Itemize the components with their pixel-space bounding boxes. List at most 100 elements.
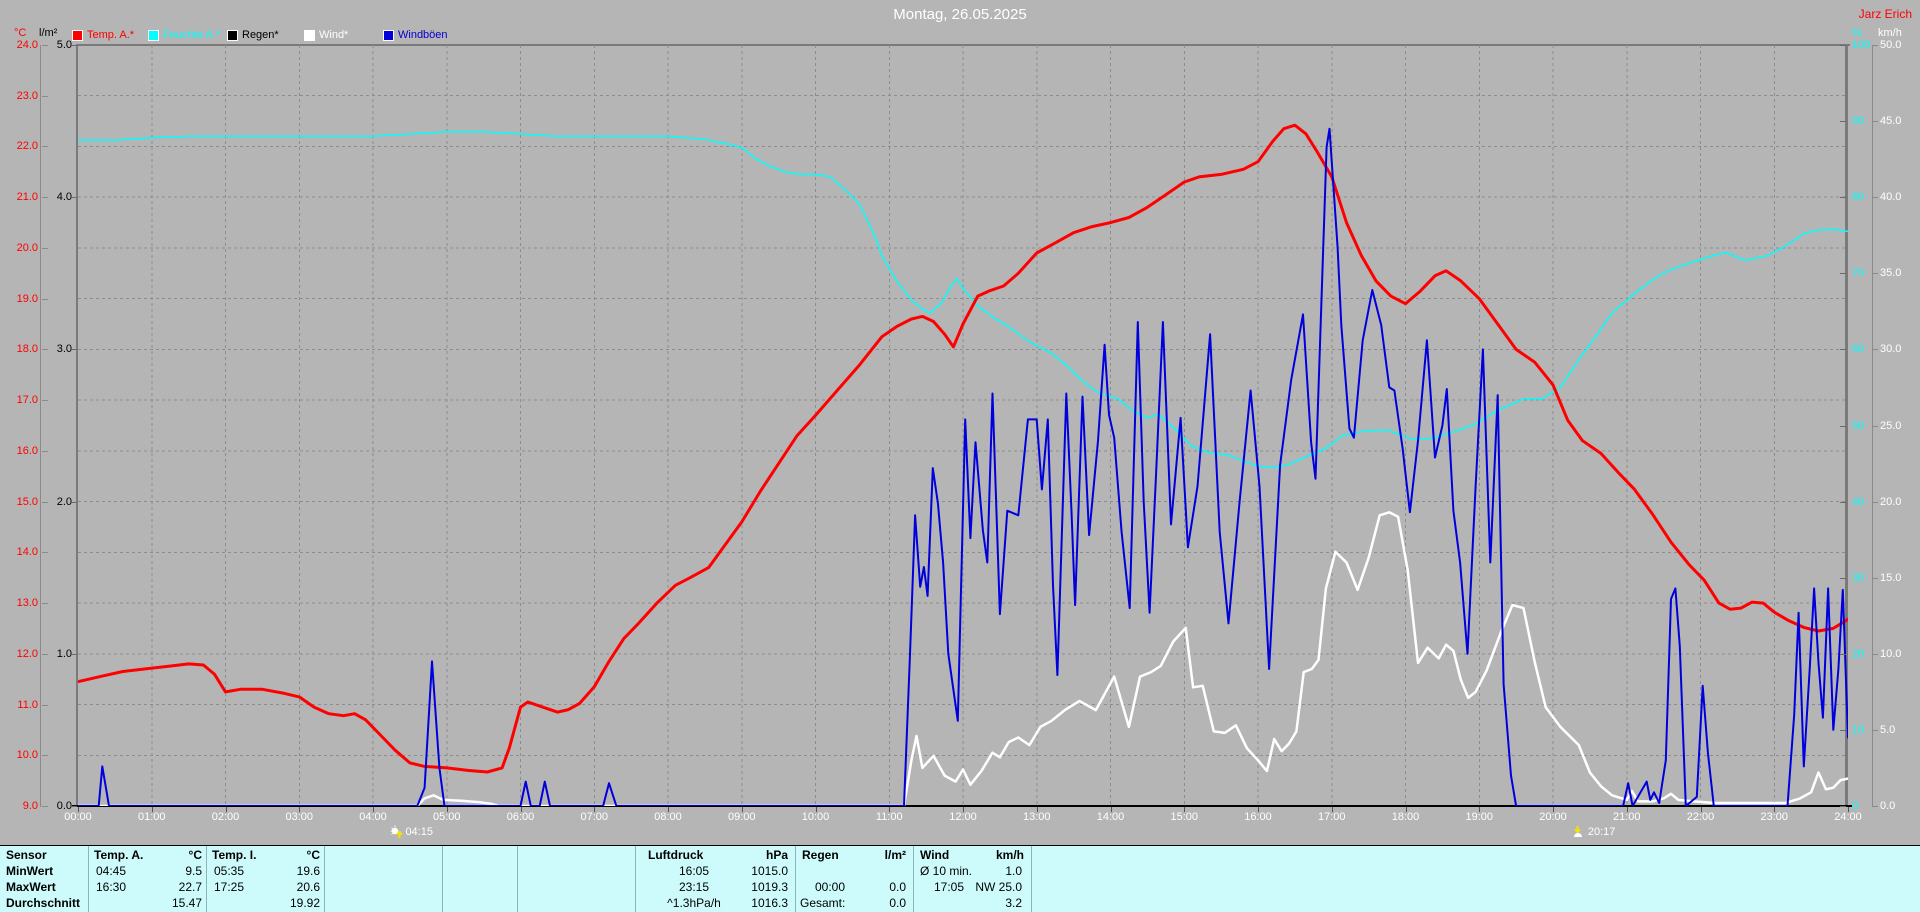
temp-axis-tick: 18.0 — [16, 343, 38, 356]
sunrise-time: 04:15 — [405, 826, 433, 838]
humidity-axis-tick: 20 — [1852, 647, 1865, 660]
table-cell: 05:35 — [214, 864, 245, 878]
humidity-axis-tickmark — [1840, 729, 1846, 731]
x-axis-tickmark — [1626, 807, 1628, 812]
x-axis-tick: 21:00 — [1612, 811, 1641, 823]
x-axis-tick: 03:00 — [285, 811, 314, 823]
wind-axis-tickmark — [1872, 577, 1878, 579]
temp-axis-tickmark — [42, 95, 48, 97]
page-title: Montag, 26.05.2025 — [893, 6, 1027, 23]
x-axis-tickmark — [446, 807, 448, 812]
table-divider — [1031, 846, 1032, 912]
wind-axis-tickmark — [1872, 425, 1878, 427]
temp-axis-tick: 15.0 — [16, 495, 38, 508]
wind-axis-tick: 45.0 — [1880, 115, 1902, 128]
wind-axis-tick: 10.0 — [1880, 647, 1902, 660]
table-col-header: Wind — [920, 848, 950, 862]
table-row-label: MaxWert — [6, 880, 56, 894]
x-axis-tickmark — [1479, 807, 1481, 812]
rain-axis-tickmark — [72, 197, 77, 199]
temp-axis-tick: 19.0 — [16, 292, 38, 305]
table-col-unit: hPa — [765, 848, 788, 862]
x-axis-tick: 07:00 — [580, 811, 609, 823]
table-cell: 16:05 — [678, 864, 710, 878]
x-axis-tickmark — [1184, 807, 1186, 812]
x-axis-tickmark — [1553, 807, 1554, 812]
rain-axis-tick: 2.0 — [56, 495, 72, 508]
legend-item-windböen[interactable]: Windböen — [383, 28, 448, 42]
legend-swatch-icon — [383, 29, 394, 41]
x-axis-tick: 06:00 — [506, 811, 535, 823]
wind-axis-tick: 35.0 — [1880, 267, 1902, 280]
wind-axis-tickmark — [1872, 806, 1878, 807]
series-windböen — [78, 127, 1848, 806]
table-col-unit: l/m² — [884, 848, 906, 862]
x-axis-tick: 16:00 — [1244, 811, 1272, 823]
humidity-axis-tickmark — [1840, 349, 1846, 351]
series-wind — [78, 511, 1848, 806]
rain-axis-tickmark — [72, 653, 77, 655]
table-cell: ^1.3hPa/h — [667, 896, 721, 910]
temp-axis-tick: 11.0 — [17, 698, 38, 711]
temp-axis-tick: 16.0 — [16, 444, 38, 457]
table-cell: 04:45 — [96, 864, 127, 878]
x-axis-tick: 02:00 — [211, 811, 240, 823]
legend-swatch-icon — [72, 29, 83, 41]
temp-axis-tickmark — [42, 197, 48, 199]
x-axis-tickmark — [1700, 807, 1702, 812]
x-axis-tickmark — [815, 807, 817, 812]
wind-axis-tickmark — [1872, 45, 1878, 46]
rain-axis-unit: l/m² — [39, 27, 58, 39]
rain-axis-tick: 4.0 — [56, 191, 72, 204]
humidity-axis-tick: 60 — [1852, 343, 1865, 356]
x-axis-tick: 18:00 — [1391, 811, 1420, 823]
station-name: Jarz Erich — [1858, 7, 1912, 21]
rain-axis-tickmark — [72, 45, 77, 46]
table-cell: Ø 10 min. — [920, 864, 973, 878]
series-feuchtea — [78, 131, 1848, 469]
table-cell: 19.6 — [296, 864, 320, 878]
x-axis-tick: 00:00 — [64, 811, 92, 823]
x-axis-tick: 08:00 — [654, 811, 682, 823]
table-col-header: Luftdruck — [648, 848, 704, 862]
chart-gridlines — [78, 45, 1848, 806]
table-cell: 3.2 — [1005, 896, 1022, 910]
humidity-axis-tickmark — [1840, 653, 1846, 655]
table-cell: 1016.3 — [751, 896, 788, 910]
rain-axis-tick: 1.0 — [56, 647, 72, 660]
x-axis-tickmark — [520, 807, 522, 812]
temp-axis-tick: 23.0 — [16, 89, 38, 102]
table-cell: 22.7 — [178, 880, 202, 894]
wind-axis-tickmark — [1872, 349, 1878, 351]
x-axis-tick: 23:00 — [1760, 811, 1789, 823]
x-axis-tick: 19:00 — [1465, 811, 1494, 823]
table-divider — [88, 846, 89, 912]
legend-item-feuchtea[interactable]: Feuchte A.* — [148, 28, 220, 42]
legend-label: Windböen — [398, 29, 448, 41]
humidity-axis-tick: 90 — [1852, 115, 1865, 128]
table-divider — [206, 846, 207, 912]
table-row-label: MinWert — [6, 864, 54, 878]
temp-axis-unit: °C — [14, 27, 27, 39]
x-axis-tick: 22:00 — [1686, 811, 1715, 823]
legend-item-regen[interactable]: Regen* — [227, 28, 279, 42]
sunrise-marker: 04:15 — [390, 824, 433, 840]
x-axis-tickmark — [594, 807, 596, 812]
humidity-axis-tick: 50 — [1852, 419, 1865, 432]
temp-axis-tickmark — [42, 450, 48, 452]
legend-item-wind[interactable]: Wind* — [304, 28, 348, 42]
temp-axis-tick: 22.0 — [16, 140, 38, 153]
temp-axis-tick: 12.0 — [16, 647, 38, 660]
table-row-label: Durchschnitt — [6, 896, 81, 910]
x-axis-tickmark — [668, 807, 669, 812]
temp-axis-tick: 17.0 — [16, 394, 38, 407]
table-divider — [517, 846, 518, 912]
legend-item-tempa[interactable]: Temp. A.* — [72, 28, 134, 42]
wind-axis-tickmark — [1872, 197, 1878, 199]
table-cell: 20.6 — [296, 880, 320, 894]
humidity-axis-tick: 80 — [1852, 191, 1865, 204]
rain-axis-tick: 3.0 — [56, 343, 72, 356]
plot-border-left — [76, 44, 78, 807]
humidity-axis-tickmark — [1840, 197, 1846, 199]
